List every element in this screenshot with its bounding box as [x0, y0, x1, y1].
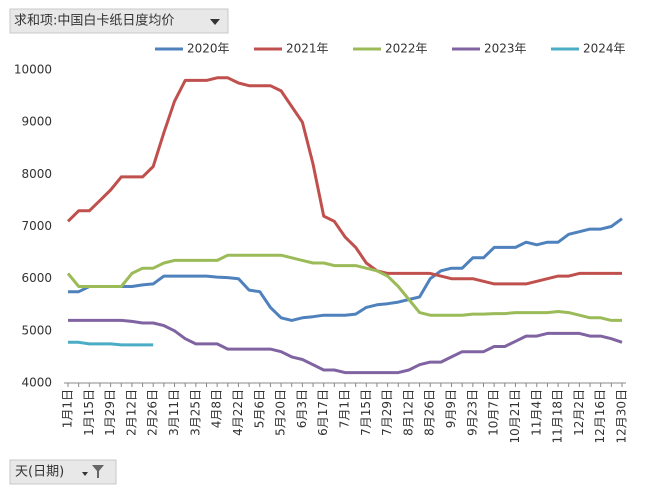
y-tick-label: 9000 — [21, 115, 52, 129]
y-tick-label: 7000 — [21, 219, 52, 233]
x-tick-label: 7月1日 — [338, 389, 352, 428]
series-line — [66, 76, 622, 286]
x-tick-label: 7月29日 — [380, 389, 394, 436]
series-line — [68, 318, 623, 375]
legend-label: 2024年 — [583, 42, 626, 56]
x-tick-label: 1月29日 — [103, 389, 117, 436]
x-tick-label: 5月6日 — [252, 389, 266, 428]
dropdown-arrow — [82, 472, 88, 476]
y-tick-label: 5000 — [21, 323, 52, 337]
x-tick-label: 5月20日 — [274, 389, 288, 436]
legend-label: 2023年 — [484, 42, 527, 56]
dropdown-arrow — [210, 19, 220, 25]
x-tick-label: 10月7日 — [487, 389, 501, 436]
x-tick-label: 2月12日 — [124, 389, 138, 436]
x-tick-label: 10月21日 — [508, 389, 522, 444]
x-tick-label: 1月1日 — [61, 389, 75, 428]
x-tick-label: 3月25日 — [188, 389, 202, 436]
value-field-button[interactable] — [9, 8, 229, 34]
x-tick-label: 11月4日 — [529, 389, 543, 436]
x-tick-label: 9月9日 — [444, 389, 458, 428]
series-line — [68, 217, 623, 322]
series-line — [66, 253, 622, 322]
x-tick-label: 6月3日 — [295, 389, 309, 428]
x-tick-label: 7月15日 — [359, 389, 373, 436]
x-tick-label: 12月16日 — [593, 389, 607, 444]
legend-label: 2020年 — [187, 42, 230, 56]
x-tick-label: 1月15日 — [82, 389, 96, 436]
filter-icon — [92, 465, 104, 478]
y-tick-label: 6000 — [21, 271, 52, 285]
x-tick-label: 12月2日 — [572, 389, 586, 436]
x-tick-label: 11月18日 — [551, 389, 565, 444]
x-tick-label: 8月12日 — [401, 389, 415, 436]
y-tick-label: 10000 — [14, 63, 52, 77]
axis-field-label: 天(日期) — [15, 465, 64, 480]
legend-label: 2021年 — [286, 42, 329, 56]
x-tick-label: 9月23日 — [465, 389, 479, 436]
y-tick-label: 8000 — [21, 167, 52, 181]
legend-label: 2022年 — [385, 42, 428, 56]
y-tick-label: 4000 — [21, 376, 52, 390]
x-tick-label: 8月26日 — [423, 389, 437, 436]
series-line — [68, 340, 154, 347]
x-tick-label: 2月26日 — [146, 389, 160, 436]
x-tick-label: 6月17日 — [316, 389, 330, 436]
x-tick-label: 12月30日 — [615, 389, 629, 444]
value-field-label: 求和项:中国白卡纸日度均价 — [14, 13, 174, 29]
x-tick-label: 4月22日 — [231, 389, 245, 436]
x-tick-label: 4月8日 — [210, 389, 224, 428]
x-tick-label: 3月11日 — [167, 389, 181, 436]
